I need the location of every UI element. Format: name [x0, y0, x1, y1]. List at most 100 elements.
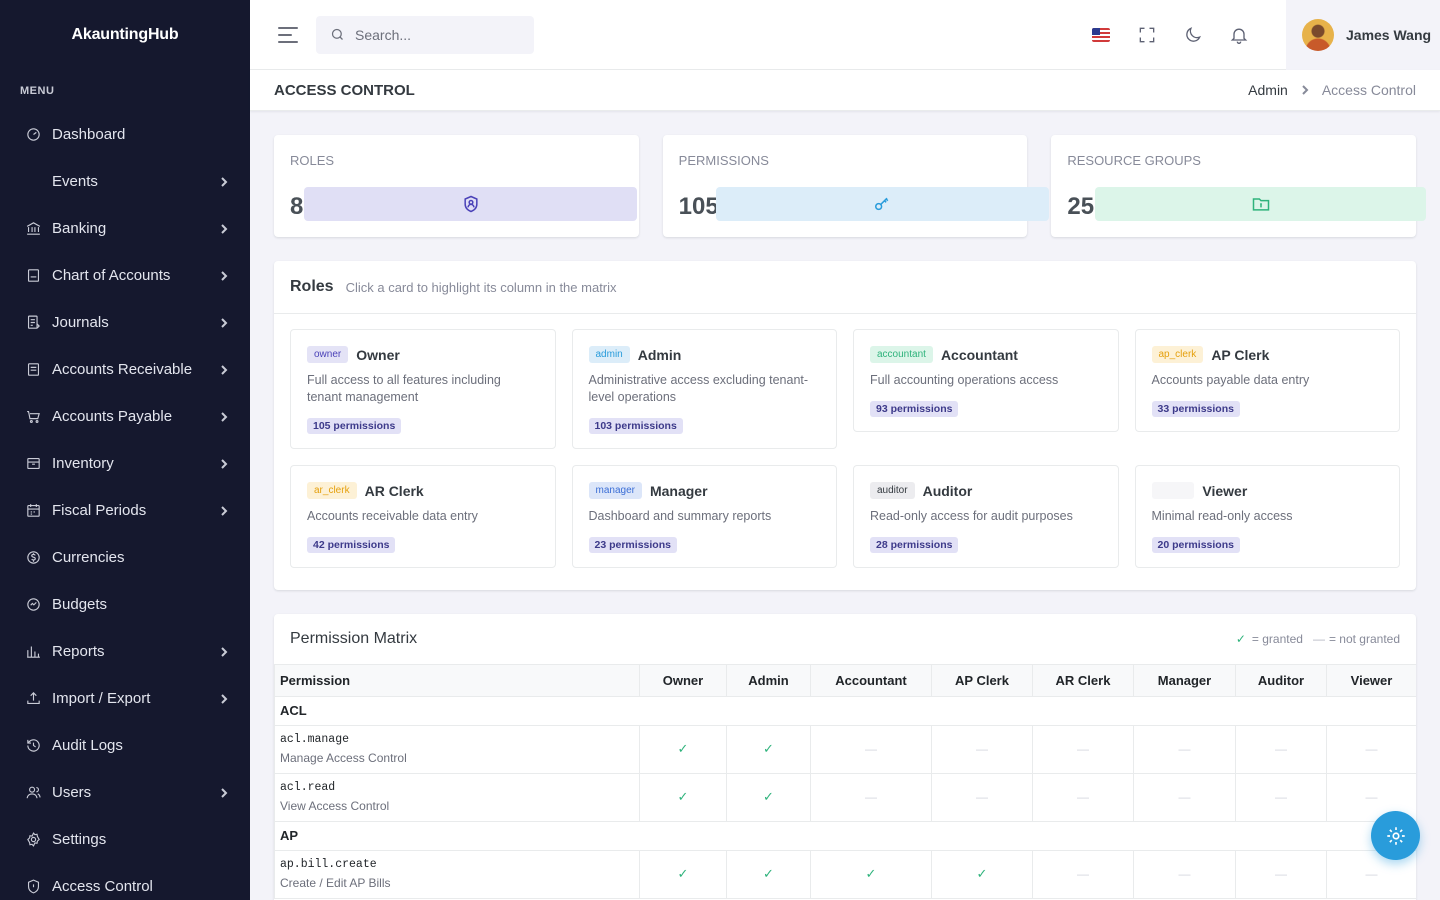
permission-cell: acl.manage Manage Access Control	[274, 724, 640, 774]
sidebar-item-inventory[interactable]: Inventory	[0, 440, 250, 487]
matrix-column-header[interactable]: Auditor	[1235, 665, 1327, 697]
budget-icon	[24, 596, 42, 614]
stat-card-permissions: PERMISSIONS 105	[662, 135, 1049, 237]
role-key-badge: admin	[588, 346, 630, 363]
granted-check-icon: ✓	[931, 849, 1033, 899]
stat-value: 8	[290, 193, 304, 220]
role-card-admin[interactable]: admin Admin Administrative access excludin…	[571, 329, 837, 449]
shield-user-icon	[463, 195, 478, 213]
not-granted-dash-icon: —	[1133, 724, 1236, 774]
sidebar-item-currencies[interactable]: Currencies	[0, 534, 250, 581]
sidebar-item-reports[interactable]: Reports	[0, 628, 250, 675]
language-button[interactable]	[1078, 12, 1124, 58]
notifications-button[interactable]	[1216, 12, 1262, 58]
stat-value: 105	[678, 193, 719, 220]
matrix-column-header[interactable]: AP Clerk	[931, 665, 1033, 697]
sidebar-item-accounts-receivable[interactable]: Accounts Receivable	[0, 346, 250, 393]
chevron-right-icon	[218, 693, 230, 705]
role-card-auditor[interactable]: auditor Auditor Read-only access for audit…	[853, 465, 1119, 568]
role-card-ap-clerk[interactable]: ap_clerk AP Clerk Accounts payable data en…	[1134, 329, 1400, 432]
moon-icon	[1186, 26, 1201, 42]
chevron-right-icon	[218, 176, 230, 188]
sidebar-item-settings[interactable]: Settings	[0, 816, 250, 863]
users-icon	[24, 784, 42, 802]
search-input[interactable]	[355, 26, 515, 43]
sidebar-item-label: Accounts Receivable	[52, 361, 193, 378]
sidebar-item-label: Dashboard	[52, 126, 126, 143]
role-permission-count: 23 permissions	[588, 537, 677, 553]
gear-icon	[1386, 826, 1405, 845]
journal-icon	[24, 314, 42, 332]
matrix-column-header[interactable]: Viewer	[1326, 665, 1416, 697]
sidebar-item-journals[interactable]: Journals	[0, 299, 250, 346]
matrix-column-header[interactable]: Accountant	[810, 665, 932, 697]
matrix-legend: ✓ = granted — = not granted	[1236, 632, 1400, 646]
role-name: Auditor	[922, 482, 973, 499]
granted-check-icon: ✓	[810, 849, 932, 899]
sidebar-item-label: Chart of Accounts	[52, 267, 171, 284]
menu-title: MENU	[20, 85, 55, 97]
role-description: Accounts payable data entry	[1151, 373, 1310, 387]
chevron-right-icon	[218, 364, 230, 376]
sidebar-item-label: Inventory	[52, 455, 114, 472]
role-card-owner[interactable]: owner Owner Full access to all features in…	[290, 329, 556, 449]
role-description: Administrative access excluding tenant-l…	[588, 373, 809, 404]
stats-row: ROLES 8 PERMISSIONS 105 RESOURCE GROUPS …	[274, 135, 1427, 237]
not-granted-dash-icon: —	[1133, 772, 1236, 822]
stat-card-roles: ROLES 8	[274, 135, 639, 237]
sidebar-item-dashboard[interactable]: Dashboard	[0, 111, 250, 158]
sidebar-item-label: Currencies	[52, 549, 125, 566]
stat-value: 25	[1067, 193, 1095, 220]
sidebar-item-budgets[interactable]: Budgets	[0, 581, 250, 628]
breadcrumb: Admin Access Control	[1248, 82, 1416, 98]
menu-toggle-button[interactable]	[278, 26, 300, 43]
stat-icon-bar	[715, 187, 1049, 221]
sidebar-item-fiscal-periods[interactable]: Fiscal Periods	[0, 487, 250, 534]
permission-description: View Access Control	[280, 799, 390, 813]
matrix-group-label: ACL	[274, 695, 1416, 726]
calendar-icon	[24, 502, 42, 520]
sidebar-item-audit-logs[interactable]: Audit Logs	[0, 722, 250, 769]
permission-description: Manage Access Control	[280, 751, 407, 765]
sidebar-item-label: Events	[52, 173, 98, 190]
sidebar-item-events[interactable]: Events	[0, 158, 250, 205]
sidebar-item-label: Settings	[52, 831, 107, 848]
sidebar-item-users[interactable]: Users	[0, 769, 250, 816]
permission-key: acl.manage	[280, 733, 350, 746]
sidebar-item-access-control[interactable]: Access Control	[0, 863, 250, 900]
settings-fab-button[interactable]	[1371, 811, 1420, 860]
role-permission-count: 105 permissions	[307, 418, 402, 434]
matrix-column-header[interactable]: Manager	[1133, 665, 1236, 697]
user-menu[interactable]: James Wang	[1286, 0, 1440, 70]
role-key-badge: ar_clerk	[307, 482, 357, 499]
granted-check-icon: ✓	[726, 849, 811, 899]
role-key-badge: viewer	[1151, 482, 1195, 499]
role-card-manager[interactable]: manager Manager Dashboard and summary repo…	[571, 465, 837, 568]
sidebar-item-banking[interactable]: Banking	[0, 205, 250, 252]
granted-check-icon: ✓	[639, 849, 727, 899]
sidebar-item-label: Access Control	[52, 878, 153, 895]
matrix-column-header[interactable]: Owner	[639, 665, 727, 697]
chevron-right-icon	[218, 787, 230, 799]
sidebar-item-import-export[interactable]: Import / Export	[0, 675, 250, 722]
role-card-ar-clerk[interactable]: ar_clerk AR Clerk Accounts receivable data…	[290, 465, 556, 568]
dark-mode-button[interactable]	[1170, 12, 1216, 58]
search-box[interactable]	[316, 15, 534, 54]
matrix-group-label: AP	[274, 820, 1416, 851]
role-name: Viewer	[1202, 482, 1248, 499]
not-granted-dash-icon: —	[1235, 849, 1327, 899]
fullscreen-button[interactable]	[1124, 12, 1170, 58]
legend-granted: = granted	[1251, 632, 1303, 646]
breadcrumb-admin[interactable]: Admin	[1248, 82, 1288, 98]
sidebar-item-chart-of-accounts[interactable]: Chart of Accounts	[0, 252, 250, 299]
stat-label: PERMISSIONS	[678, 153, 769, 168]
bank-icon	[24, 220, 42, 238]
matrix-column-header[interactable]: Admin	[726, 665, 811, 697]
role-card-viewer[interactable]: viewer Viewer Minimal read-only access 20 p…	[1134, 465, 1400, 568]
matrix-column-header[interactable]: AR Clerk	[1032, 665, 1134, 697]
role-description: Full access to all features including te…	[307, 373, 501, 404]
sidebar-item-accounts-payable[interactable]: Accounts Payable	[0, 393, 250, 440]
role-permission-count: 93 permissions	[870, 401, 959, 417]
role-card-accountant[interactable]: accountant Accountant Full accounting oper…	[853, 329, 1119, 432]
brand-logo[interactable]: AkauntingHub	[71, 26, 179, 43]
